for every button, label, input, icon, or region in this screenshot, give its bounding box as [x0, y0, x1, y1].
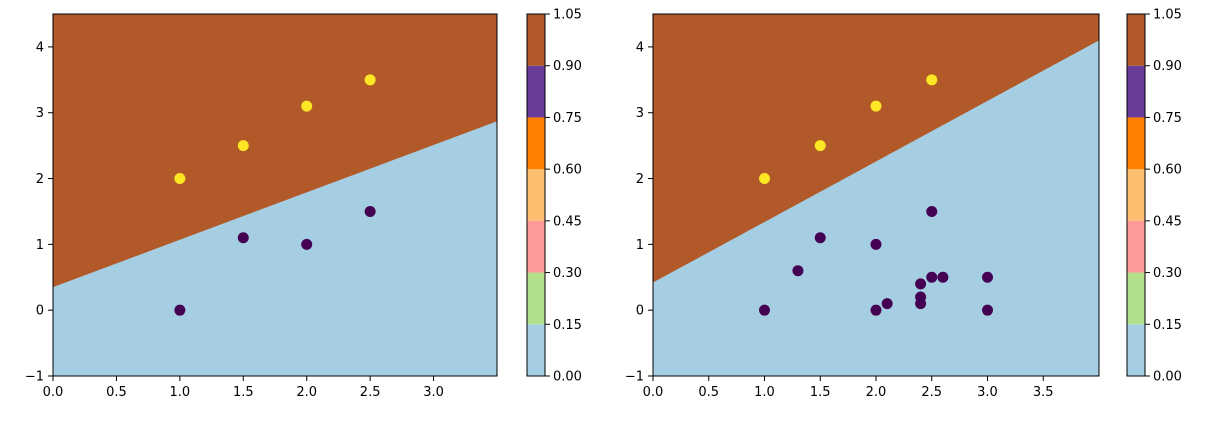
colorbar-tick-label: 0.30	[553, 266, 582, 281]
data-point-class-0	[937, 271, 949, 283]
colorbar-band	[1127, 220, 1145, 273]
y-tick-label: 2	[36, 172, 44, 187]
data-point-class-1	[174, 173, 186, 185]
colorbar-tick-label: 0.60	[553, 163, 582, 178]
x-tick-label: 2.0	[296, 385, 317, 400]
colorbar-tick-label: 0.45	[553, 214, 582, 229]
x-tick-label: 0.0	[643, 385, 664, 400]
y-tick-label: 4	[36, 40, 44, 55]
colorbar-band	[527, 220, 545, 273]
y-tick-label: 1	[636, 238, 644, 253]
colorbar-tick-label: 0.30	[1153, 266, 1182, 281]
data-point-class-1	[926, 74, 938, 86]
colorbar-band	[527, 14, 545, 66]
data-point-class-1	[759, 173, 770, 185]
colorbar-tick-label: 0.75	[553, 111, 582, 126]
x-tick-label: 3.0	[977, 385, 998, 400]
colorbar-band	[1127, 272, 1145, 325]
colorbar-tick-label: 0.15	[553, 318, 582, 333]
colorbar-tick-label: 0.45	[1153, 214, 1182, 229]
data-point-class-0	[982, 271, 993, 283]
data-point-class-0	[982, 304, 993, 316]
x-tick-label: 1.5	[233, 385, 254, 400]
data-point-class-1	[870, 100, 882, 112]
region-class-1	[53, 14, 497, 288]
data-point-class-0	[870, 304, 882, 316]
subplot-right: 0.0 0.5 1.0 1.5 2.0 2.5 3.0 3.5 −1 0 1 2 3 4 0.00 0.15 0…	[625, 8, 1182, 401]
colorbar-tick-label: 0.15	[1153, 318, 1182, 333]
y-tick-label: 0	[36, 304, 44, 319]
region-class-1	[653, 14, 1099, 283]
colorbar-band	[527, 272, 545, 325]
y-tick-label: 3	[36, 106, 44, 121]
x-tick-label: 1.5	[810, 385, 831, 400]
colorbar-tick-label: 0.00	[1153, 370, 1182, 385]
data-point-class-0	[792, 265, 804, 277]
y-tick-label: 2	[636, 172, 644, 187]
x-tick-label: 0.0	[43, 385, 64, 400]
data-point-class-0	[759, 304, 770, 316]
colorbar-band	[527, 324, 545, 376]
y-tick-label: −1	[625, 370, 644, 385]
data-point-class-0	[174, 304, 186, 316]
data-point-class-0	[364, 205, 376, 217]
x-tick-label: 2.5	[921, 385, 942, 400]
colorbar-band	[527, 117, 545, 170]
data-point-class-0	[814, 232, 826, 244]
data-point-class-0	[237, 232, 249, 244]
data-point-class-0	[915, 278, 927, 290]
x-tick-label: 3.5	[1033, 385, 1054, 400]
x-tick-label: 1.0	[754, 385, 775, 400]
data-point-class-1	[364, 74, 376, 86]
x-tick-label: 1.0	[170, 385, 191, 400]
x-tick-label: 2.0	[866, 385, 887, 400]
data-point-class-0	[301, 238, 313, 250]
colorbar-tick-label: 1.05	[553, 8, 582, 23]
colorbar-band	[1127, 169, 1145, 221]
colorbar-band	[1127, 65, 1145, 118]
y-tick-label: 1	[36, 238, 44, 253]
colorbar-tick-label: 0.90	[1153, 59, 1182, 74]
data-point-class-1	[237, 140, 249, 152]
colorbar-band	[1127, 14, 1145, 66]
colorbar-tick-label: 1.05	[1153, 8, 1182, 23]
colorbar-band	[1127, 324, 1145, 376]
x-tick-label: 0.5	[106, 385, 127, 400]
x-tick-label: 2.5	[360, 385, 381, 400]
data-point-class-0	[926, 205, 938, 217]
subplot-left: 0.0 0.5 1.0 1.5 2.0 2.5 3.0 −1 0 1 2 3 4 0.00 0.15 0.30…	[25, 8, 582, 401]
colorbar-tick-label: 0.00	[553, 370, 582, 385]
data-point-class-0	[870, 238, 882, 250]
y-tick-label: 4	[636, 40, 644, 55]
colorbar-band	[1127, 117, 1145, 170]
colorbar-band	[527, 169, 545, 221]
y-tick-label: 3	[636, 106, 644, 121]
x-tick-label: 0.5	[698, 385, 719, 400]
y-tick-label: 0	[636, 304, 644, 319]
colorbar-band	[527, 65, 545, 118]
data-point-class-1	[301, 100, 313, 112]
colorbar-frame	[526, 13, 546, 377]
data-point-class-0	[926, 271, 938, 283]
colorbar-tick-label: 0.75	[1153, 111, 1182, 126]
data-point-class-0	[881, 298, 893, 310]
colorbar-tick-label: 0.90	[553, 59, 582, 74]
data-point-class-1	[814, 140, 826, 152]
colorbar-frame	[1126, 13, 1146, 377]
axes-frame	[52, 13, 498, 377]
data-point-class-0	[915, 298, 927, 310]
x-tick-label: 3.0	[423, 385, 444, 400]
colorbar-tick-label: 0.60	[1153, 163, 1182, 178]
y-tick-label: −1	[25, 370, 44, 385]
